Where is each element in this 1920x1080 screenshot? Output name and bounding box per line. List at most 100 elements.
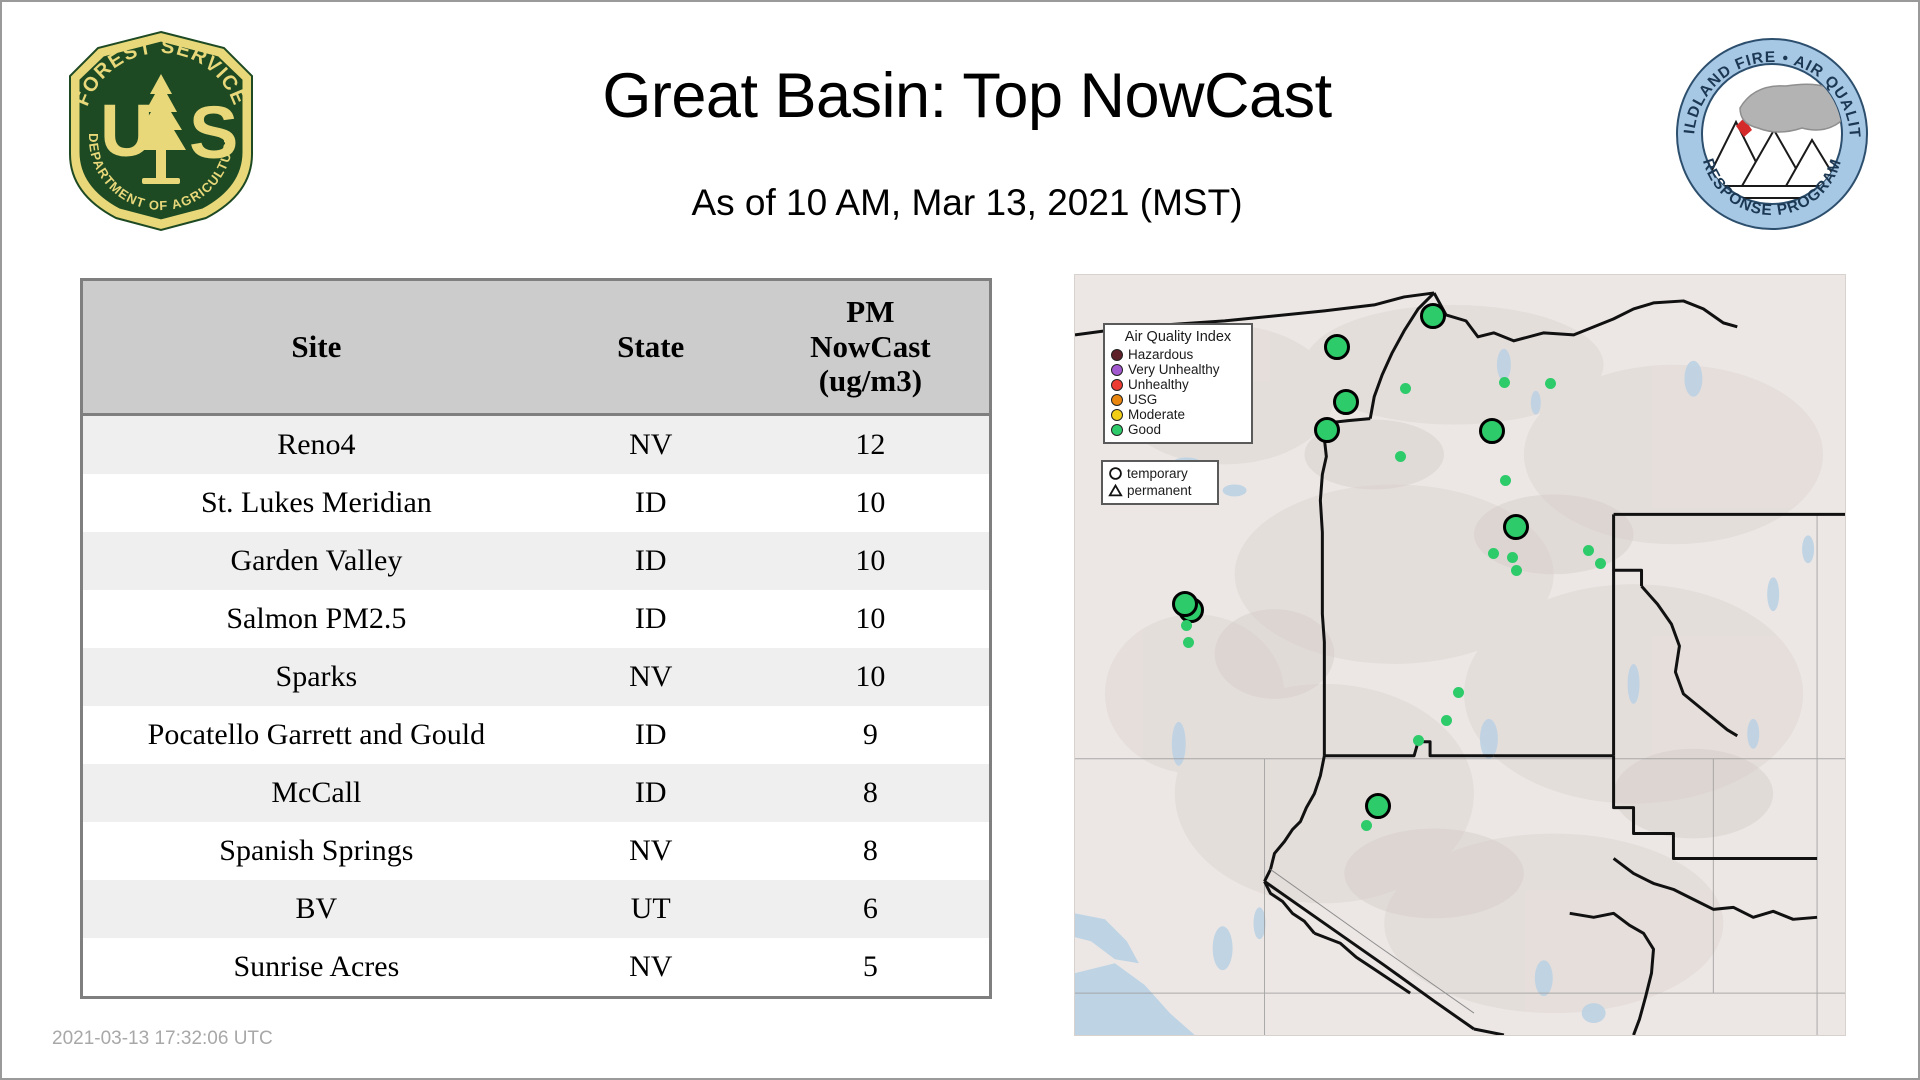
map-marker-site[interactable] (1413, 735, 1424, 746)
cell-site: Salmon PM2.5 (81, 590, 550, 648)
usg-swatch-icon (1111, 393, 1123, 406)
svg-text:S: S (189, 91, 238, 174)
column-header-pm-line1: PM (846, 293, 895, 329)
table-row[interactable]: Sunrise Acres NV 5 (81, 938, 991, 998)
table-row[interactable]: Reno4 NV 12 (81, 414, 991, 474)
column-header-pm-line2: NowCast (810, 328, 931, 364)
top-nowcast-table: Site State PM NowCast (ug/m3) Reno4 NV 1… (80, 278, 992, 999)
table-head: Site State PM NowCast (ug/m3) (81, 278, 991, 416)
map-marker-site[interactable] (1441, 715, 1452, 726)
map-marker-top-site[interactable] (1420, 303, 1446, 329)
cell-pm: 10 (751, 474, 991, 532)
cell-pm: 6 (751, 880, 991, 938)
table-row[interactable]: McCall ID 8 (81, 764, 991, 822)
legend-item-good: Good (1111, 422, 1245, 437)
map-marker-site[interactable] (1488, 548, 1499, 559)
cell-state: NV (549, 822, 752, 880)
svg-text:U: U (100, 89, 153, 172)
cell-pm: 5 (751, 938, 991, 998)
map-marker-site[interactable] (1545, 378, 1556, 389)
map-marker-top-site[interactable] (1314, 417, 1340, 443)
map-marker-site[interactable] (1395, 451, 1406, 462)
cell-pm: 10 (751, 532, 991, 590)
legend-label-temporary: temporary (1127, 466, 1188, 481)
map-marker-top-site[interactable] (1172, 591, 1198, 617)
forest-service-logo: FOREST SERVICE U S DEPARTMENT OF AGRICUL… (56, 26, 266, 236)
cell-site: McCall (81, 764, 550, 822)
legend-item-very-unhealthy: Very Unhealthy (1111, 362, 1245, 377)
cell-site: Sparks (81, 648, 550, 706)
map-marker-site[interactable] (1183, 637, 1194, 648)
legend-label-permanent: permanent (1127, 483, 1192, 498)
cell-state: ID (549, 532, 752, 590)
circle-outline-icon (1108, 466, 1123, 481)
table-row[interactable]: Pocatello Garrett and Gould ID 9 (81, 706, 991, 764)
air-quality-map[interactable]: Air Quality Index Hazardous Very Unhealt… (1074, 274, 1846, 1036)
wfaqrp-logo: WILDLAND FIRE • AIR QUALITY RESPONSE PRO… (1666, 23, 1870, 232)
cell-site: BV (81, 880, 550, 938)
table-body: Reno4 NV 12 St. Lukes Meridian ID 10 Gar… (81, 414, 991, 998)
good-swatch-icon (1111, 423, 1123, 436)
map-marker-site[interactable] (1595, 558, 1606, 569)
cell-site: Pocatello Garrett and Gould (81, 706, 550, 764)
map-marker-site[interactable] (1181, 620, 1192, 631)
table-row[interactable]: Spanish Springs NV 8 (81, 822, 991, 880)
table-row[interactable]: Garden Valley ID 10 (81, 532, 991, 590)
map-marker-site[interactable] (1361, 820, 1372, 831)
table-header-row: Site State PM NowCast (ug/m3) (81, 278, 991, 416)
cell-pm: 8 (751, 764, 991, 822)
legend-item-hazardous: Hazardous (1111, 347, 1245, 362)
column-header-state[interactable]: State (549, 278, 752, 416)
cell-state: ID (549, 764, 752, 822)
legend-label-good: Good (1128, 422, 1162, 437)
monitor-type-legend: temporary permanent (1101, 460, 1219, 505)
cell-state: ID (549, 474, 752, 532)
generation-timestamp: 2021-03-13 17:32:06 UTC (52, 1028, 273, 1049)
column-header-site[interactable]: Site (81, 278, 550, 416)
table-row[interactable]: Salmon PM2.5 ID 10 (81, 590, 991, 648)
top-nowcast-table-wrapper: Site State PM NowCast (ug/m3) Reno4 NV 1… (80, 278, 992, 999)
cell-site: Reno4 (81, 414, 550, 474)
map-marker-site[interactable] (1343, 399, 1354, 410)
map-marker-top-site[interactable] (1479, 418, 1505, 444)
map-marker-site[interactable] (1507, 552, 1518, 563)
table-row[interactable]: Sparks NV 10 (81, 648, 991, 706)
map-marker-site[interactable] (1583, 545, 1594, 556)
column-header-pm-line3: (ug/m3) (818, 363, 923, 399)
cell-pm: 8 (751, 822, 991, 880)
moderate-swatch-icon (1111, 408, 1123, 421)
cell-state: ID (549, 706, 752, 764)
triangle-outline-icon (1108, 483, 1123, 498)
legend-item-permanent: permanent (1108, 482, 1212, 499)
cell-pm: 10 (751, 648, 991, 706)
legend-label-unhealthy: Unhealthy (1128, 377, 1189, 392)
map-marker-top-site[interactable] (1365, 793, 1391, 819)
column-header-pm-nowcast[interactable]: PM NowCast (ug/m3) (751, 278, 991, 416)
map-marker-site[interactable] (1500, 475, 1511, 486)
table-row[interactable]: St. Lukes Meridian ID 10 (81, 474, 991, 532)
cell-state: NV (549, 414, 752, 474)
map-marker-site[interactable] (1453, 687, 1464, 698)
cell-pm: 12 (751, 414, 991, 474)
legend-label-hazardous: Hazardous (1128, 347, 1194, 362)
map-marker-top-site[interactable] (1324, 334, 1350, 360)
aqi-legend-title: Air Quality Index (1124, 329, 1232, 345)
map-marker-site[interactable] (1499, 377, 1510, 388)
cell-site: St. Lukes Meridian (81, 474, 550, 532)
cell-pm: 10 (751, 590, 991, 648)
page-title: Great Basin: Top NowCast (602, 61, 1332, 131)
map-marker-site[interactable] (1400, 383, 1411, 394)
legend-item-temporary: temporary (1108, 465, 1212, 482)
cell-state: NV (549, 648, 752, 706)
very-unhealthy-swatch-icon (1111, 363, 1123, 376)
legend-label-very-unhealthy: Very Unhealthy (1128, 362, 1220, 377)
legend-label-usg: USG (1128, 392, 1158, 407)
legend-item-moderate: Moderate (1111, 407, 1245, 422)
cell-site: Spanish Springs (81, 822, 550, 880)
map-marker-top-site[interactable] (1503, 514, 1529, 540)
page-subtitle: As of 10 AM, Mar 13, 2021 (MST) (691, 182, 1243, 223)
table-row[interactable]: BV UT 6 (81, 880, 991, 938)
map-marker-site[interactable] (1511, 565, 1522, 576)
cell-state: UT (549, 880, 752, 938)
